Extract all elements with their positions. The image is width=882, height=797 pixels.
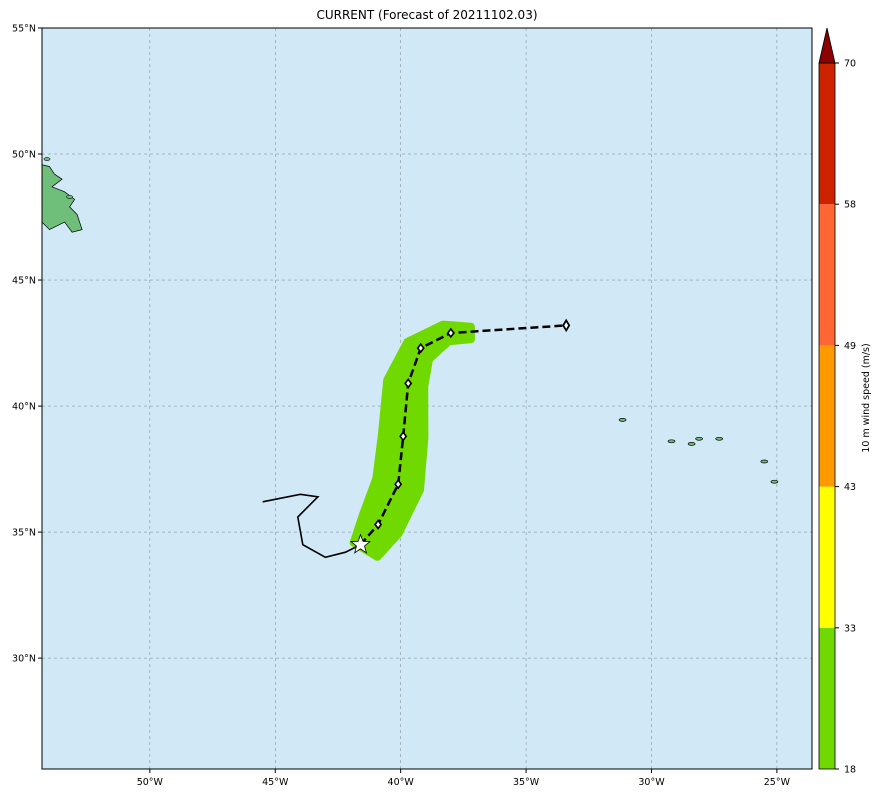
island <box>715 436 724 441</box>
lon-tick-label: 50°W <box>137 777 164 788</box>
colorbar-tick-label: 18 <box>844 765 856 776</box>
colorbar-tick-label: 58 <box>844 200 856 211</box>
current-position-star-icon <box>349 533 372 554</box>
lat-tick-label: 45°N <box>12 276 36 287</box>
colorbar-label: 10 m wind speed (m/s) <box>861 343 872 452</box>
wind-swath-layer <box>349 320 475 561</box>
land-layer <box>42 157 779 484</box>
lon-tick-label: 45°W <box>262 777 289 788</box>
colorbar-tick-label: 49 <box>844 341 856 352</box>
forecast-point <box>404 378 413 389</box>
forecast-point <box>416 342 425 354</box>
island <box>618 418 627 422</box>
lon-tick-label: 25°W <box>764 777 791 788</box>
colorbar-extend-arrow <box>818 27 836 64</box>
island <box>770 479 779 484</box>
colorbar-tick-label: 43 <box>844 482 856 493</box>
colorbar-segment <box>819 345 835 487</box>
small-island <box>43 157 51 161</box>
past-track-line <box>262 493 361 559</box>
colorbar-segment <box>819 486 835 628</box>
lon-tick-label: 40°W <box>388 777 415 788</box>
island <box>760 459 769 464</box>
lat-tick-label: 40°N <box>12 402 36 413</box>
island <box>695 436 703 441</box>
lat-tick-label: 30°N <box>12 654 36 665</box>
colorbar-segment <box>819 627 835 769</box>
lon-tick-label: 30°W <box>638 777 665 788</box>
map-title: CURRENT (Forecast of 20211102.03) <box>316 8 538 22</box>
colorbar-segment <box>819 63 835 205</box>
colorbar-tick-label: 33 <box>844 623 856 634</box>
colorbar-tick-label: 70 <box>844 59 856 70</box>
colorbar-frame <box>818 62 836 770</box>
small-island <box>66 195 73 199</box>
map-frame <box>41 27 813 770</box>
lon-tick-label: 35°W <box>513 777 540 788</box>
island <box>687 442 696 446</box>
colorbar: 18 33 43 49 58 70 10 m wind speed (m/s) <box>818 27 872 776</box>
landmass-newfoundland <box>42 164 83 233</box>
forecast-point <box>446 327 455 339</box>
forecast-point <box>394 478 403 490</box>
island <box>667 439 676 444</box>
forecast-track-line <box>359 324 567 546</box>
lat-tick-label: 50°N <box>12 150 36 161</box>
lat-tick-label: 35°N <box>12 528 36 539</box>
forecast-point <box>374 519 383 530</box>
track-layer <box>262 318 571 559</box>
forecast-point <box>399 430 408 442</box>
forecast-end-marker <box>562 318 571 333</box>
axis-ticks: 50°W 45°W 40°W 35°W 30°W 25°W 55°N 50°N 45°N 40°N… <box>12 24 791 789</box>
wind-swath <box>349 320 475 561</box>
lat-tick-label: 55°N <box>12 24 36 35</box>
colorbar-segment <box>819 204 835 346</box>
